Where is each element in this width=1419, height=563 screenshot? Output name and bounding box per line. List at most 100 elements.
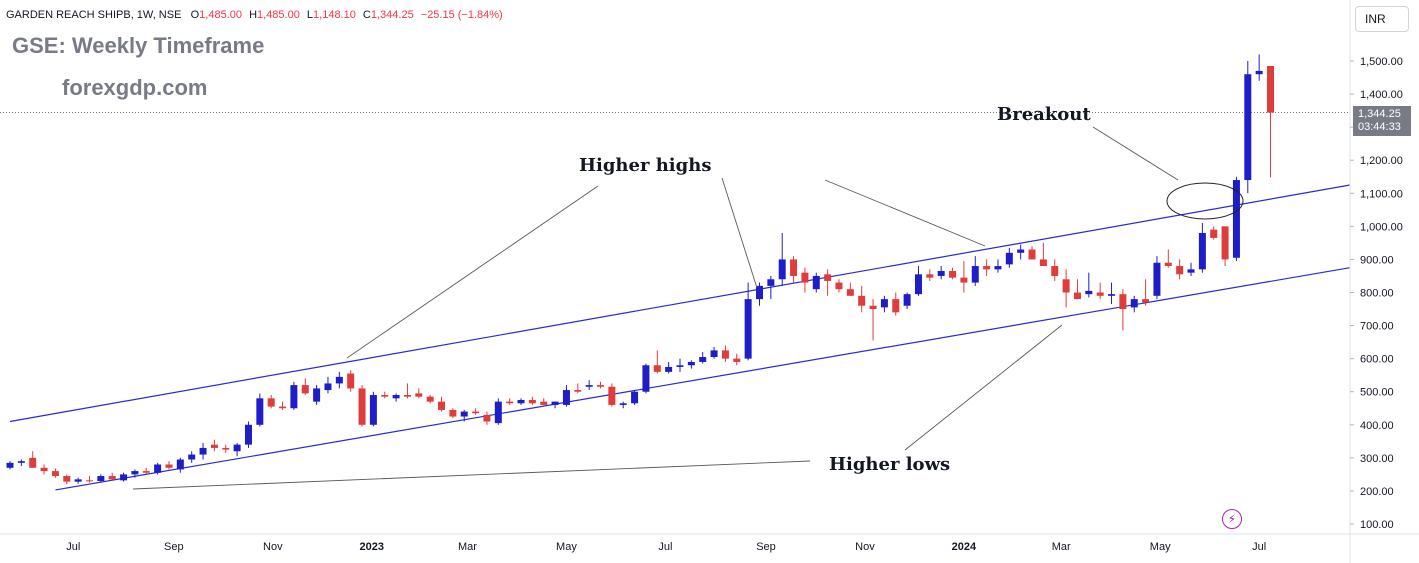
candle-body	[244, 424, 252, 445]
candle-body	[415, 393, 423, 397]
candle	[120, 472, 128, 482]
candle-body	[120, 474, 128, 481]
candle-body	[290, 385, 298, 409]
candle-body	[131, 471, 139, 475]
higher-lows-pointer	[132, 460, 811, 490]
candle	[1028, 246, 1036, 260]
open-value: 1,485.00	[199, 9, 242, 21]
candle	[1130, 295, 1138, 313]
candle	[381, 391, 389, 399]
x-tick-label: Jul	[66, 541, 80, 553]
currency-button[interactable]: INR	[1355, 6, 1409, 32]
candle	[597, 381, 605, 389]
lightning-icon[interactable]: ⚡	[1222, 509, 1242, 529]
x-tick-label: 2024	[952, 541, 977, 553]
candle-body	[74, 479, 82, 482]
low-value: 1,148.10	[313, 9, 356, 21]
candle-body	[540, 401, 548, 405]
candle-body	[63, 476, 71, 482]
candle-body	[880, 299, 888, 308]
candle-body	[1255, 70, 1263, 75]
candle-body	[1198, 232, 1206, 270]
candle-body	[983, 266, 991, 270]
candle	[574, 383, 582, 394]
candle-body	[403, 395, 411, 397]
candle-body	[97, 476, 105, 482]
candle	[460, 409, 468, 422]
candle	[1267, 65, 1275, 178]
candle	[131, 469, 139, 478]
candle-body	[1210, 229, 1218, 238]
candle-body	[1051, 266, 1059, 276]
candle-body	[301, 385, 309, 394]
candle	[244, 421, 252, 448]
candle	[1153, 256, 1161, 300]
candle	[74, 477, 82, 484]
candle-body	[51, 471, 59, 477]
candle	[642, 363, 650, 394]
x-tick-label: May	[556, 541, 577, 553]
candle-body	[767, 279, 775, 286]
candle-body	[449, 409, 457, 417]
candle	[517, 398, 525, 405]
candle-body	[597, 385, 605, 387]
candle-body	[199, 447, 207, 455]
candle-body	[710, 350, 718, 357]
candle	[449, 408, 457, 419]
candle-body	[1176, 266, 1184, 275]
candle-body	[528, 399, 536, 404]
candle-body	[483, 414, 491, 422]
candle-body	[676, 365, 684, 367]
candle	[926, 269, 934, 281]
candle-body	[1130, 299, 1138, 308]
candle-body	[1028, 249, 1036, 260]
candle	[755, 282, 763, 306]
channel-upper-line	[9, 184, 1351, 423]
candle-body	[801, 272, 809, 283]
y-tick-label: 700.00	[1360, 321, 1394, 333]
candle	[1221, 226, 1229, 267]
candle	[824, 269, 832, 296]
candle-body	[1073, 292, 1081, 300]
x-tick-label: Mar	[1052, 541, 1071, 553]
candle	[1085, 272, 1093, 298]
candle	[1062, 269, 1070, 308]
candle-body	[551, 401, 559, 405]
candle-body	[699, 356, 707, 362]
candle	[835, 279, 843, 293]
candle-body	[562, 390, 570, 405]
candle-body	[210, 444, 218, 448]
y-tick-label: 1,500.00	[1360, 56, 1403, 68]
higher-lows-pointer	[904, 324, 1063, 451]
candle	[392, 393, 400, 402]
candle-body	[1017, 249, 1025, 253]
candle-body	[608, 386, 616, 405]
bar-countdown: 03:44:33	[1358, 121, 1401, 133]
candle	[233, 442, 241, 457]
ohlc-legend: GARDEN REACH SHIPB, 1W, NSE O1,485.00 H1…	[6, 9, 507, 21]
candle	[1119, 289, 1127, 331]
y-tick-label: 1,000.00	[1360, 221, 1403, 233]
candle	[528, 396, 536, 405]
candle-body	[653, 365, 661, 372]
candle	[892, 292, 900, 316]
candle-body	[1096, 292, 1104, 296]
candle	[63, 474, 71, 485]
candle	[676, 358, 684, 372]
candle	[347, 370, 355, 392]
candle	[1142, 279, 1150, 306]
candle-body	[926, 274, 934, 278]
candle-body	[426, 396, 434, 402]
candle-body	[335, 376, 343, 384]
candle-body	[165, 464, 173, 468]
candle-body	[279, 406, 287, 409]
annotation-higher-highs: Higher highs	[579, 155, 711, 176]
candle-body	[176, 459, 184, 470]
candle	[631, 390, 639, 405]
candle-body	[1244, 74, 1252, 181]
candle-body	[324, 383, 332, 391]
candle	[369, 391, 377, 427]
candle	[97, 474, 105, 483]
